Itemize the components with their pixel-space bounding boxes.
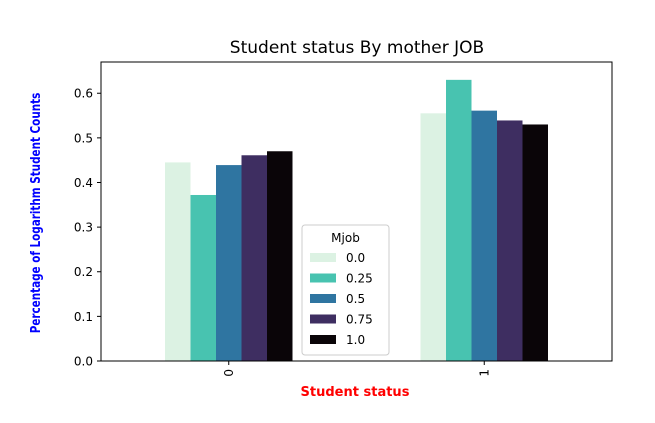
y-tick-label: 0.1 bbox=[74, 310, 93, 324]
bar-series-1-cat-0 bbox=[190, 194, 216, 361]
y-tick-label: 0.0 bbox=[74, 355, 93, 369]
y-tick-label: 0.6 bbox=[74, 87, 93, 101]
bar-series-0-cat-1 bbox=[420, 113, 446, 361]
y-axis-label: Percentage of Logarithm Student Counts bbox=[28, 93, 43, 334]
y-tick-label: 0.3 bbox=[74, 221, 93, 235]
x-axis-label: Student status bbox=[301, 385, 410, 400]
bar-series-4-cat-1 bbox=[522, 124, 548, 361]
bar-series-4-cat-0 bbox=[267, 151, 293, 361]
legend-swatch-3 bbox=[310, 314, 336, 324]
plot-area: 0.0 0.1 0.2 0.3 0.4 0.5 0.6 0 1 bbox=[74, 61, 613, 377]
bar-series-2-cat-1 bbox=[471, 110, 497, 361]
bar-series-3-cat-0 bbox=[241, 155, 267, 361]
y-tick-label: 0.2 bbox=[74, 265, 93, 279]
legend-swatch-0 bbox=[310, 253, 336, 262]
chart-title: Student status By mother JOB bbox=[230, 38, 484, 58]
bar-series-2-cat-0 bbox=[216, 165, 242, 361]
plot-frame bbox=[100, 61, 613, 362]
bar-series-1-cat-1 bbox=[446, 79, 472, 362]
bar-series-0-cat-0 bbox=[165, 162, 191, 361]
legend-label-3: 0.75 bbox=[346, 313, 373, 327]
x-tick-label: 0 bbox=[222, 369, 236, 377]
legend-label-1: 0.25 bbox=[346, 272, 373, 286]
legend: Mjob 0.0 0.25 0.5 0.75 1.0 bbox=[301, 224, 390, 356]
legend-swatch-4 bbox=[310, 335, 336, 344]
legend-label-4: 1.0 bbox=[346, 333, 365, 347]
legend-label-2: 0.5 bbox=[346, 292, 365, 306]
bar-series-3-cat-1 bbox=[497, 120, 523, 361]
x-tick-label: 1 bbox=[477, 369, 491, 377]
y-tick-label: 0.5 bbox=[74, 131, 93, 145]
legend-swatch-2 bbox=[310, 294, 336, 303]
legend-title: Mjob bbox=[331, 231, 360, 245]
legend-swatch-1 bbox=[310, 273, 336, 283]
legend-label-0: 0.0 bbox=[346, 251, 365, 265]
y-tick-label: 0.4 bbox=[74, 176, 93, 190]
